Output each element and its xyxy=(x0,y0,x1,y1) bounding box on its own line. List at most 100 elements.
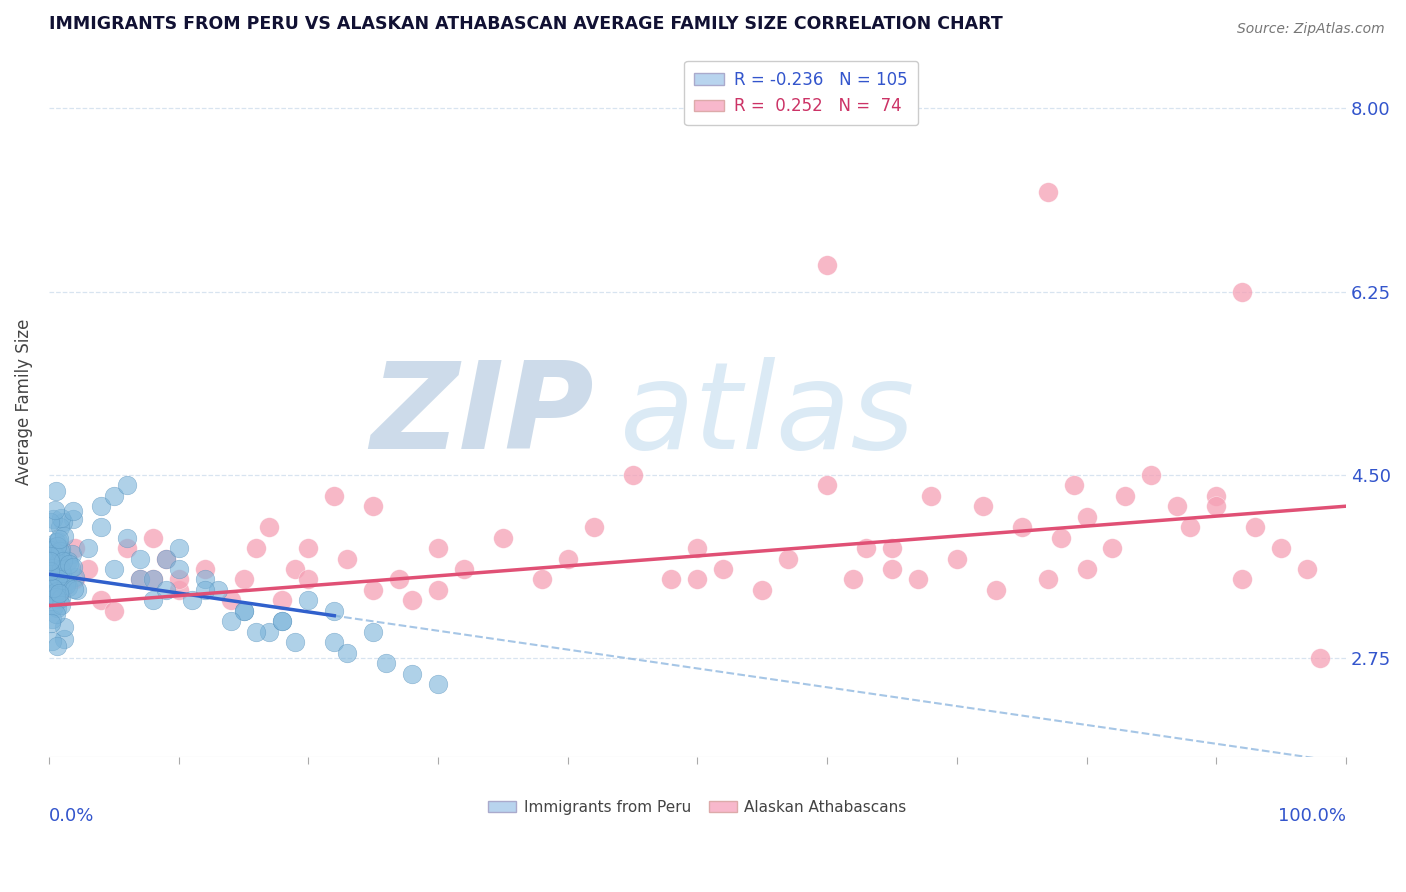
Point xyxy=(167,562,190,576)
Point xyxy=(63,570,86,584)
Point xyxy=(55,578,77,592)
Point xyxy=(52,528,75,542)
Point xyxy=(1076,562,1098,576)
Point xyxy=(880,562,903,576)
Point xyxy=(297,593,319,607)
Point xyxy=(336,646,359,660)
Point xyxy=(232,604,254,618)
Point xyxy=(52,620,75,634)
Point xyxy=(207,582,229,597)
Point xyxy=(1205,489,1227,503)
Point xyxy=(51,515,73,529)
Point xyxy=(39,553,62,567)
Point xyxy=(48,563,70,577)
Text: 100.0%: 100.0% xyxy=(1278,807,1346,825)
Point xyxy=(42,581,65,595)
Point xyxy=(194,573,217,587)
Point xyxy=(46,556,69,570)
Point xyxy=(45,607,67,621)
Point xyxy=(39,569,62,583)
Point xyxy=(42,599,65,613)
Point xyxy=(39,589,62,603)
Point xyxy=(167,582,190,597)
Point xyxy=(778,551,800,566)
Point xyxy=(48,555,70,569)
Point xyxy=(103,562,125,576)
Point xyxy=(44,549,66,564)
Point xyxy=(245,624,267,639)
Point xyxy=(232,604,254,618)
Point xyxy=(1309,651,1331,665)
Point xyxy=(44,588,66,602)
Point xyxy=(336,551,359,566)
Point xyxy=(49,519,72,533)
Point xyxy=(46,639,69,653)
Legend: Immigrants from Peru, Alaskan Athabascans: Immigrants from Peru, Alaskan Athabascan… xyxy=(482,794,912,821)
Point xyxy=(323,489,346,503)
Point xyxy=(63,541,86,555)
Point xyxy=(621,467,644,482)
Point xyxy=(63,573,86,587)
Point xyxy=(972,499,994,513)
Point xyxy=(44,543,66,558)
Point xyxy=(530,573,553,587)
Point xyxy=(686,573,709,587)
Point xyxy=(45,484,67,499)
Point xyxy=(323,635,346,649)
Point xyxy=(1205,499,1227,513)
Point xyxy=(45,535,67,549)
Point xyxy=(492,531,515,545)
Point xyxy=(1166,499,1188,513)
Point xyxy=(56,553,79,567)
Point xyxy=(815,478,838,492)
Point xyxy=(427,541,450,555)
Point xyxy=(53,632,76,647)
Point xyxy=(284,635,307,649)
Point xyxy=(45,567,67,582)
Point xyxy=(375,656,398,670)
Point xyxy=(686,541,709,555)
Point xyxy=(1270,541,1292,555)
Point xyxy=(880,541,903,555)
Point xyxy=(427,677,450,691)
Point xyxy=(58,557,80,571)
Point xyxy=(115,531,138,545)
Point xyxy=(62,559,84,574)
Point xyxy=(128,573,150,587)
Point xyxy=(907,573,929,587)
Point xyxy=(39,564,62,578)
Point xyxy=(128,551,150,566)
Point xyxy=(60,547,83,561)
Point xyxy=(46,570,69,584)
Point xyxy=(711,562,734,576)
Text: Source: ZipAtlas.com: Source: ZipAtlas.com xyxy=(1237,22,1385,37)
Point xyxy=(323,604,346,618)
Point xyxy=(453,562,475,576)
Point xyxy=(51,566,73,581)
Point xyxy=(45,577,67,591)
Point xyxy=(103,489,125,503)
Point xyxy=(388,573,411,587)
Point xyxy=(41,634,63,648)
Point xyxy=(1230,573,1253,587)
Point xyxy=(51,562,73,576)
Point xyxy=(401,666,423,681)
Point xyxy=(1076,509,1098,524)
Text: 0.0%: 0.0% xyxy=(49,807,94,825)
Point xyxy=(1036,185,1059,199)
Point xyxy=(361,582,384,597)
Point xyxy=(1101,541,1123,555)
Point xyxy=(1180,520,1202,534)
Point xyxy=(49,542,72,557)
Text: ZIP: ZIP xyxy=(370,358,593,475)
Point xyxy=(51,599,73,613)
Point xyxy=(59,561,82,575)
Point xyxy=(855,541,877,555)
Point xyxy=(39,515,62,529)
Point xyxy=(103,604,125,618)
Point xyxy=(142,531,165,545)
Point xyxy=(52,578,75,592)
Point xyxy=(45,590,67,604)
Point xyxy=(155,551,177,566)
Point xyxy=(77,541,100,555)
